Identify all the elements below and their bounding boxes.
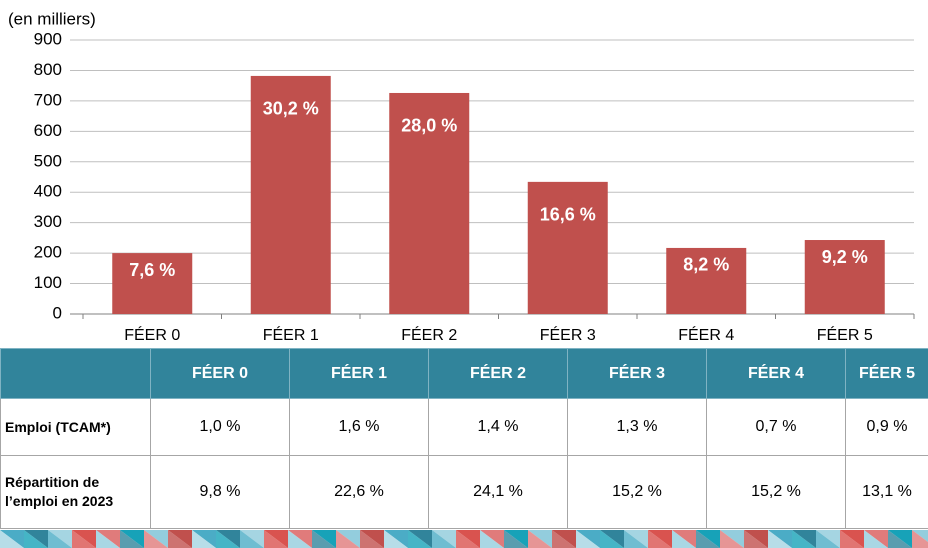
share-label: 7,6 % [129, 260, 175, 280]
y-tick-label: 600 [34, 121, 62, 140]
cell: 15,2 % [707, 456, 846, 529]
row-label: Emploi (TCAM*) [1, 399, 151, 456]
y-axis-label: (en milliers) [8, 9, 96, 28]
y-tick-label: 400 [34, 182, 62, 201]
header-cell: FÉER 3 [568, 349, 707, 399]
y-tick-label: 900 [34, 29, 62, 48]
share-label: 9,2 % [822, 247, 868, 267]
share-label: 16,6 % [540, 205, 596, 225]
y-tick-label: 200 [34, 243, 62, 262]
x-tick-label: FÉER 2 [401, 325, 457, 344]
table-row: Emploi (TCAM*)1,0 %1,6 %1,4 %1,3 %0,7 %0… [1, 399, 928, 456]
y-tick-label: 500 [34, 151, 62, 170]
cell: 1,0 % [151, 399, 290, 456]
cell: 1,4 % [429, 399, 568, 456]
cell: 24,1 % [429, 456, 568, 529]
header-cell: FÉER 2 [429, 349, 568, 399]
header-corner [1, 349, 151, 399]
cell: 0,9 % [846, 399, 928, 456]
cell: 1,3 % [568, 399, 707, 456]
cell: 9,8 % [151, 456, 290, 529]
y-tick-label: 800 [34, 60, 62, 79]
cell: 0,7 % [707, 399, 846, 456]
x-tick-label: FÉER 4 [678, 325, 734, 344]
header-cell: FÉER 0 [151, 349, 290, 399]
x-tick-label: FÉER 1 [263, 325, 319, 344]
header-cell: FÉER 5 [846, 349, 928, 399]
x-tick-label: FÉER 3 [540, 325, 596, 344]
decor-stripe [0, 530, 928, 548]
share-label: 28,0 % [401, 116, 457, 136]
header-cell: FÉER 4 [707, 349, 846, 399]
bar [528, 182, 608, 314]
share-label: 30,2 % [263, 99, 319, 119]
y-tick-label: 700 [34, 90, 62, 109]
y-tick-label: 100 [34, 273, 62, 292]
chart: (en milliers) 0 100 200 300 400 500 600 700 800 9… [0, 0, 928, 345]
page: (en milliers) 0 100 200 300 400 500 600 700 800 9… [0, 0, 928, 548]
share-label: 8,2 % [683, 255, 729, 275]
cell: 22,6 % [290, 456, 429, 529]
x-tick-label: FÉER 5 [817, 325, 873, 344]
cell: 1,6 % [290, 399, 429, 456]
x-tick-label: FÉER 0 [124, 325, 180, 344]
y-tick-label: 300 [34, 212, 62, 231]
cell: 13,1 % [846, 456, 928, 529]
cell: 15,2 % [568, 456, 707, 529]
y-tick-label: 0 [53, 303, 62, 322]
header-cell: FÉER 1 [290, 349, 429, 399]
row-label: Répartition de l’emploi en 2023 [1, 456, 151, 529]
